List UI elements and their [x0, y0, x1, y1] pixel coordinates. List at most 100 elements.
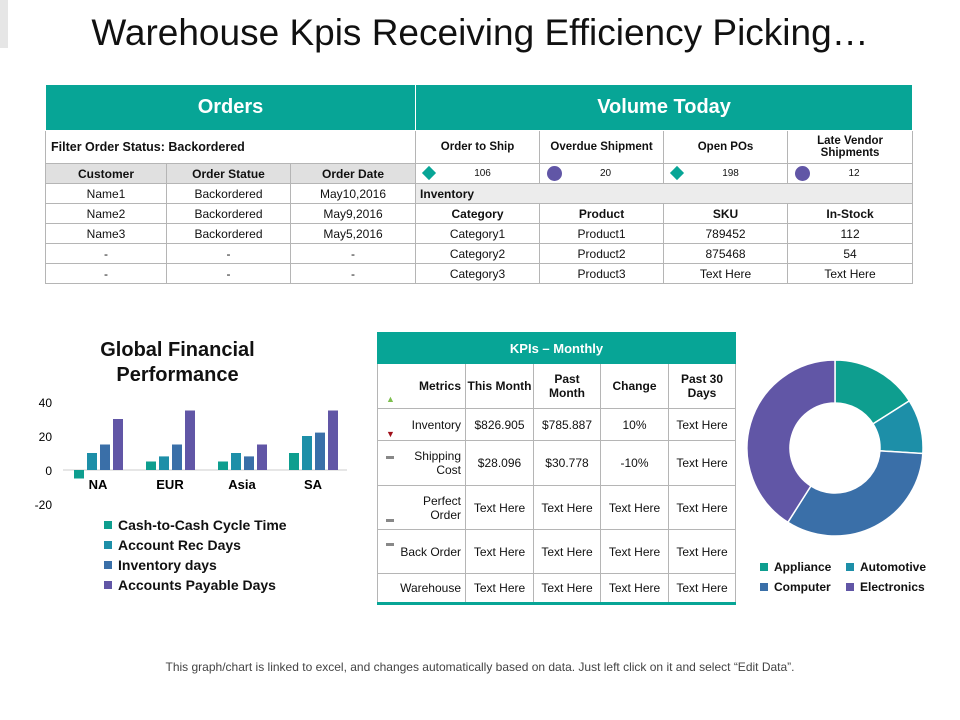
legend-swatch — [760, 583, 768, 591]
cell: Text Here — [667, 529, 737, 574]
bar — [87, 453, 97, 470]
legend-swatch — [104, 541, 112, 549]
legend-item: Cash-to-Cash Cycle Time — [104, 515, 287, 535]
legend-label: Computer — [774, 580, 831, 594]
donut-slice — [746, 359, 836, 524]
kpi-value: 106 — [474, 168, 491, 179]
y-tick-label: 20 — [39, 430, 53, 444]
column-header: Category — [415, 203, 541, 224]
cell: Text Here — [533, 573, 601, 604]
dash-icon — [386, 451, 394, 461]
cell: $826.905 — [465, 408, 534, 441]
column-header: Product — [539, 203, 665, 224]
diamond-icon — [670, 166, 685, 181]
x-tick-label: NA — [89, 477, 108, 492]
cell: Text Here — [787, 263, 914, 284]
cell: Text Here — [600, 529, 669, 574]
legend-label: Account Rec Days — [118, 537, 241, 553]
table-row: --- Category2 Product2 875468 54 — [45, 243, 914, 264]
x-tick-label: SA — [304, 477, 323, 492]
donut-chart — [746, 359, 924, 537]
kpi-value: 12 — [848, 168, 860, 180]
bar — [315, 432, 325, 470]
cell: Text Here — [465, 573, 534, 604]
legend-swatch — [846, 583, 854, 591]
table-row: Back Order Text Here Text Here Text Here Tex… — [377, 529, 737, 574]
bar — [244, 456, 254, 470]
table-row: Perfect Order Text Here Text Here Text Here… — [377, 485, 737, 530]
legend-label: Appliance — [774, 560, 832, 574]
legend-label: Accounts Payable Days — [118, 577, 276, 593]
legend-swatch — [104, 581, 112, 589]
legend-item: Accounts Payable Days — [104, 575, 287, 595]
filter-label[interactable]: Filter Order Status: Backordered — [44, 130, 417, 164]
dash-icon — [386, 514, 394, 524]
column-header: In-Stock — [787, 203, 914, 224]
kpi-label: Overdue Shipment — [539, 130, 665, 164]
cell: 54 — [787, 243, 914, 264]
cell: 875468 — [663, 243, 789, 264]
cell: Text Here — [667, 485, 737, 530]
page-title: Warehouse Kpis Receiving Efficiency Pick… — [91, 12, 869, 53]
table-row: Warehouse Text Here Text Here Text Here Text… — [377, 573, 737, 604]
bar — [302, 436, 312, 470]
legend-swatch — [104, 521, 112, 529]
cell: Product1 — [539, 223, 665, 244]
kpi-monthly-table: KPIs – Monthly ▲ Metrics This Month Past M… — [376, 332, 737, 605]
kpi-label: Order to Ship — [415, 130, 541, 164]
bar — [74, 470, 84, 479]
cell: Text Here — [533, 485, 601, 530]
cell: Shipping Cost — [377, 440, 466, 486]
bar — [146, 461, 156, 470]
table-row: ▼ Inventory $826.905 $785.887 10% Text Here — [377, 408, 737, 441]
cell: - — [289, 263, 417, 284]
cell: 789452 — [663, 223, 789, 244]
cell: Name2 — [45, 203, 167, 224]
cell: Text Here — [663, 263, 789, 284]
table-row: Name3 Backordered May5,2016 Category1 Produ… — [45, 223, 914, 244]
bar — [185, 410, 195, 470]
cell: $785.887 — [533, 408, 601, 441]
column-header: SKU — [663, 203, 789, 224]
kpi-header: KPIs – Monthly — [376, 332, 737, 364]
cell: Text Here — [465, 485, 534, 530]
cell: May10,2016 — [289, 183, 417, 204]
cell: Text Here — [667, 408, 737, 441]
cell: 112 — [787, 223, 914, 244]
dash-icon — [386, 538, 394, 548]
cell: Warehouse — [377, 573, 466, 604]
column-header: Past Month — [533, 363, 601, 409]
legend-swatch — [104, 561, 112, 569]
y-tick-label: 40 — [39, 396, 53, 410]
orders-volume-table: Orders Volume Today Filter Order Status: … — [44, 84, 914, 284]
decorative-bar — [0, 0, 8, 48]
column-header: Past 30 Days — [667, 363, 737, 409]
down-arrow-icon: ▼ — [386, 429, 395, 439]
diamond-icon — [422, 166, 437, 181]
footer-note: This graph/chart is linked to excel, and… — [165, 660, 795, 674]
bar — [113, 419, 123, 470]
volume-header: Volume Today — [415, 84, 914, 131]
bar — [289, 453, 299, 470]
metric-label: Inventory — [411, 417, 461, 432]
table-row: Name2 Backordered May9,2016 Category Produc… — [45, 203, 914, 224]
column-header: Customer — [45, 163, 167, 184]
cell: May9,2016 — [289, 203, 417, 224]
donut-legend: Appliance Automotive Computer Electronics — [760, 557, 940, 597]
cell: Text Here — [465, 529, 534, 574]
cell: $30.778 — [533, 440, 601, 486]
kpi-label: Late Vendor Shipments — [787, 130, 914, 164]
orders-header: Orders — [44, 84, 417, 131]
legend-item: Appliance — [760, 557, 836, 577]
column-header: This Month — [465, 363, 534, 409]
bar — [257, 444, 267, 470]
legend-item: Electronics — [846, 577, 925, 597]
donut-slice — [786, 450, 924, 537]
y-tick-label: -20 — [35, 498, 53, 512]
legend-item: Inventory days — [104, 555, 287, 575]
bar — [172, 444, 182, 470]
cell: Backordered — [166, 203, 291, 224]
legend-swatch — [846, 563, 854, 571]
cell: Text Here — [600, 485, 669, 530]
inventory-label: Inventory — [415, 183, 914, 204]
